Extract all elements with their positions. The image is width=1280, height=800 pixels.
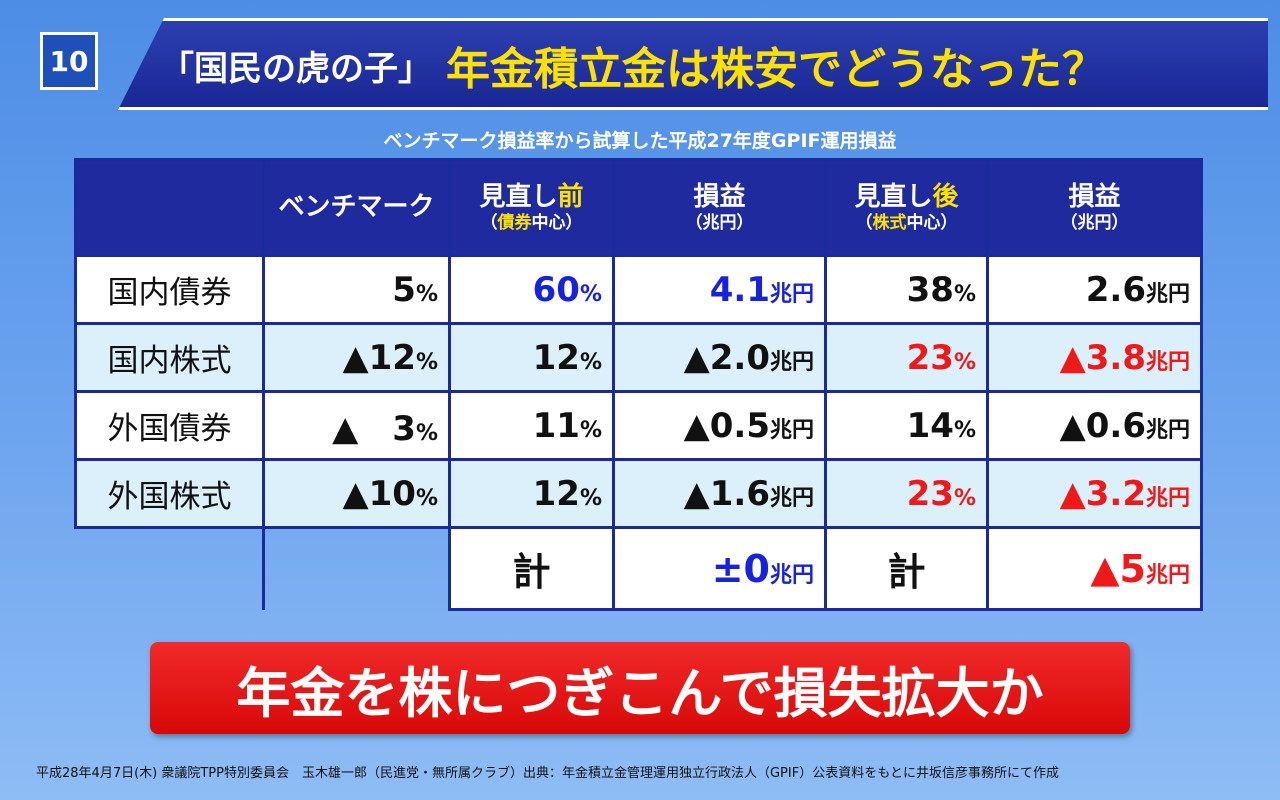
pl-after-cell: ▲3.8兆円: [986, 322, 1203, 393]
table-row: 国内株式 ▲12% 12% ▲2.0兆円 23% ▲3.8兆円: [74, 322, 1203, 393]
title-main: 年金積立金は株安でどうなった？: [446, 44, 1106, 95]
pl-before-cell: ▲2.0兆円: [612, 322, 827, 393]
row-label: 国内株式: [74, 322, 265, 393]
total-after-value: ▲5兆円: [986, 526, 1203, 611]
pl-after-cell: ▲3.2兆円: [986, 458, 1203, 529]
table-header-row: ベンチマーク 見直し前 （債券中心） 損益 （兆円） 見直し後 （株式中心） 損…: [74, 158, 1203, 257]
header-empty: [74, 158, 265, 257]
benchmark-cell: ▲12%: [262, 322, 451, 393]
header-pl-after: 損益 （兆円）: [986, 158, 1203, 257]
total-before-value: ±0兆円: [612, 526, 827, 611]
total-blank: [263, 527, 451, 610]
row-label: 国内債券: [74, 254, 265, 325]
after-cell: 23%: [824, 458, 989, 529]
row-label: 外国債券: [74, 390, 265, 461]
table-row: 外国株式 ▲10% 12% ▲1.6兆円 23% ▲3.2兆円: [74, 458, 1203, 529]
pl-before-cell: 4.1兆円: [612, 254, 827, 325]
header-before: 見直し前 （債券中心）: [448, 158, 615, 257]
footer-source: 平成28年4月7日(木) 衆議院TPP特別委員会 玉木雄一郎（民進党・無所属クラ…: [36, 766, 1059, 781]
before-cell: 60%: [448, 254, 615, 325]
before-cell: 12%: [448, 322, 615, 393]
pl-after-cell: ▲0.6兆円: [986, 390, 1203, 461]
header-pl-before: 損益 （兆円）: [612, 158, 827, 257]
pl-before-cell: ▲0.5兆円: [612, 390, 827, 461]
title-banner: [118, 18, 1268, 110]
row-label: 外国株式: [74, 458, 265, 529]
conclusion-banner: 年金を株につぎこんで損失拡大か: [150, 642, 1130, 734]
table-subtitle: ベンチマーク損益率から試算した平成27年度GPIF運用損益: [383, 130, 897, 152]
total-label-before: 計: [448, 526, 615, 611]
benchmark-cell: ▲10%: [262, 458, 451, 529]
header-benchmark: ベンチマーク: [262, 158, 451, 257]
total-blank: [75, 527, 265, 610]
after-cell: 14%: [824, 390, 989, 461]
gpif-table: ベンチマーク 見直し前 （債券中心） 損益 （兆円） 見直し後 （株式中心） 損…: [74, 158, 1203, 611]
before-cell: 11%: [448, 390, 615, 461]
after-cell: 38%: [824, 254, 989, 325]
page-title: 「国民の虎の子」 年金積立金は株安でどうなった？: [160, 30, 1260, 100]
table-row: 外国債券 ▲ 3% 11% ▲0.5兆円 14% ▲0.6兆円: [74, 390, 1203, 461]
total-label-after: 計: [824, 526, 989, 611]
after-cell: 23%: [824, 322, 989, 393]
pl-before-cell: ▲1.6兆円: [612, 458, 827, 529]
header-after: 見直し後 （株式中心）: [824, 158, 989, 257]
pl-after-cell: 2.6兆円: [986, 254, 1203, 325]
slide-number: 10: [40, 32, 98, 90]
total-row: 計 ±0兆円 計 ▲5兆円: [75, 526, 1203, 611]
title-prefix: 「国民の虎の子」: [160, 48, 432, 89]
table-row: 国内債券 5% 60% 4.1兆円 38% 2.6兆円: [74, 254, 1203, 325]
benchmark-cell: 5%: [262, 254, 451, 325]
benchmark-cell: ▲ 3%: [262, 390, 451, 461]
before-cell: 12%: [448, 458, 615, 529]
